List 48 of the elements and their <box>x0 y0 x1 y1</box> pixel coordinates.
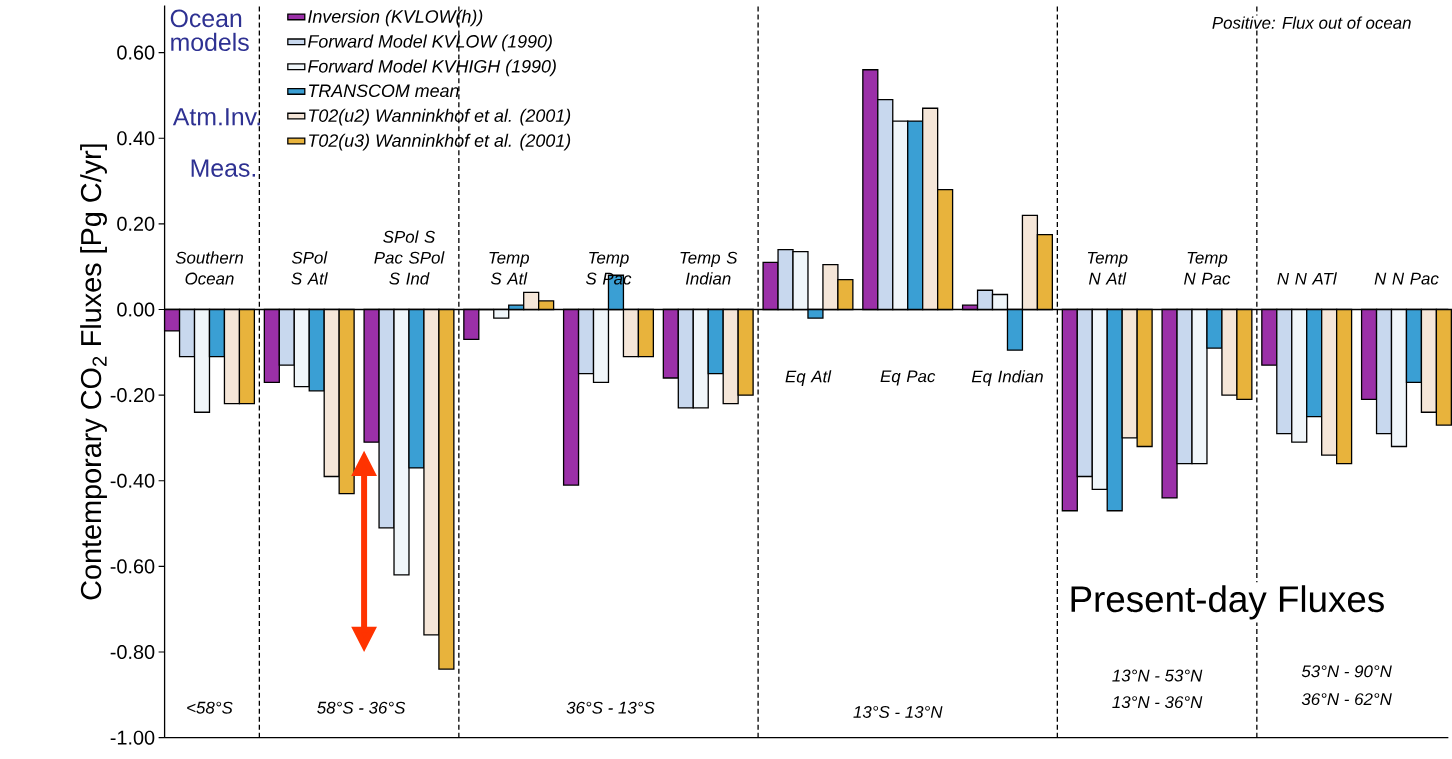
x-tick-label: Temp S Atl <box>489 251 530 285</box>
bar <box>937 189 953 310</box>
y-tick-label: -0.60 <box>110 559 155 574</box>
annotation: 36°S - 13°S <box>566 701 655 714</box>
x-tick-label: Temp S Indian <box>680 251 738 285</box>
annotation: Ocean models <box>170 9 249 52</box>
legend-label: TRANSCOM mean <box>309 84 459 98</box>
annotation: 53°N - 90°N <box>1301 665 1392 678</box>
x-tick-label: Temp N Pac <box>1184 251 1231 285</box>
annotation: 13°S - 13°N <box>853 705 943 718</box>
y-tick-label: -0.20 <box>110 388 155 403</box>
annotation: 13°N - 53°N <box>1112 669 1203 682</box>
annotation: 13°N - 36°N <box>1112 696 1203 709</box>
y-tick-label: 0.00 <box>117 302 155 317</box>
y-tick-label: -1.00 <box>110 730 155 745</box>
annotation: 36°N - 62°N <box>1301 693 1392 706</box>
annotation: Positive: Flux out of ocean <box>1212 16 1411 29</box>
y-tick-label: 0.60 <box>117 45 155 60</box>
legend-label: T02(u3) Wanninkhof et al. (2001) <box>309 133 571 151</box>
annotation: Atm.Inv. <box>172 108 260 126</box>
x-tick-label: Temp S Pac <box>585 251 632 285</box>
annotation: 58°S - 36°S <box>317 701 406 714</box>
legend-label: Forward Model KVHIGH (1990) <box>307 59 556 77</box>
bar <box>638 309 654 357</box>
x-tick-label: Eq Atl <box>785 370 832 386</box>
y-tick-label: -0.80 <box>110 644 155 660</box>
y-axis-title: Contemporary CO$_{2}$ Fluxes [Pg C/yr] <box>80 144 107 600</box>
y-tick-label: 0.40 <box>117 131 155 146</box>
annotation: Meas. <box>191 159 255 177</box>
x-tick-label: Eq Pac <box>880 370 936 386</box>
x-tick-label: Southern Ocean <box>175 251 243 285</box>
bar <box>1336 309 1352 464</box>
y-tick-label: -0.40 <box>110 473 155 488</box>
bar <box>1037 234 1053 310</box>
x-tick-label: Eq Indian <box>971 370 1043 386</box>
legend-label: Forward Model KVLOW (1990) <box>307 34 552 52</box>
annotation: <58°S <box>187 701 233 714</box>
legend-label: Inversion (KVLOW(h)) <box>308 9 483 27</box>
bar <box>1435 308 1452 426</box>
x-tick-label: SPol S Atl <box>291 251 328 285</box>
x-tick-label: SPol S Pac SPol S Ind <box>374 230 445 285</box>
y-tick-label: 0.20 <box>117 216 155 231</box>
x-tick-label: N N ATl <box>1277 272 1337 285</box>
legend-label: T02(u2) Wanninkhof et al. (2001) <box>309 108 571 126</box>
bar <box>239 309 255 404</box>
x-tick-label: N N Pac <box>1374 272 1439 285</box>
x-tick-label: Temp N Atl <box>1087 251 1128 285</box>
text: Present-day Fluxes <box>1071 585 1384 620</box>
